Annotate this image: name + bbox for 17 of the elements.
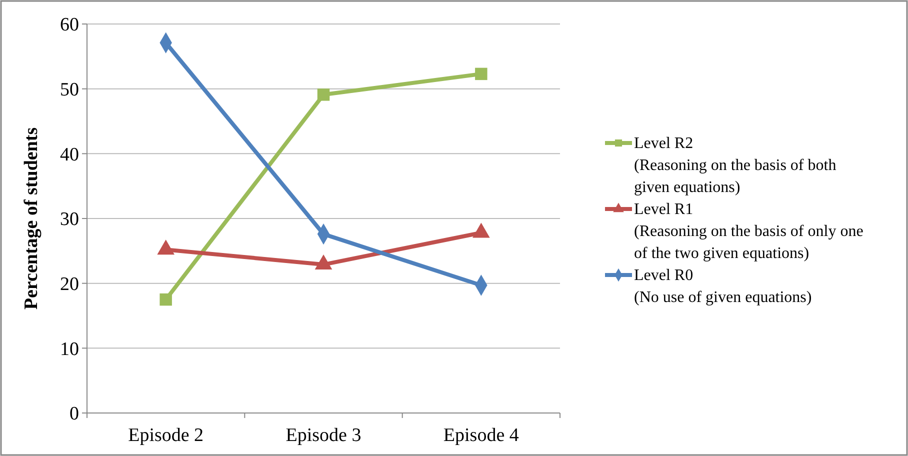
legend-label: Level R1 (Reasoning on the basis of only one of the two given equations) <box>634 201 864 262</box>
y-axis-title: Percentage of students <box>21 127 42 310</box>
legend-label: Level R2 (Reasoning on the basis of both given equations) <box>634 135 836 196</box>
y-tick-label: 30 <box>60 209 79 230</box>
y-tick-label: 10 <box>60 338 79 360</box>
y-tick-label: 50 <box>60 79 79 100</box>
x-tick-label: Episode 3 <box>286 425 362 446</box>
x-tick-label: Episode 2 <box>128 425 204 446</box>
y-tick-label: 0 <box>70 404 79 425</box>
y-tick-label: 40 <box>60 144 79 166</box>
legend-label: Level R0 (No use of given equations) <box>634 267 812 306</box>
y-tick-label: 60 <box>60 14 79 36</box>
y-tick-label: 20 <box>60 274 79 295</box>
point <box>475 68 488 80</box>
x-tick-label: Episode 4 <box>443 425 520 446</box>
point <box>317 88 330 101</box>
point <box>160 293 172 306</box>
